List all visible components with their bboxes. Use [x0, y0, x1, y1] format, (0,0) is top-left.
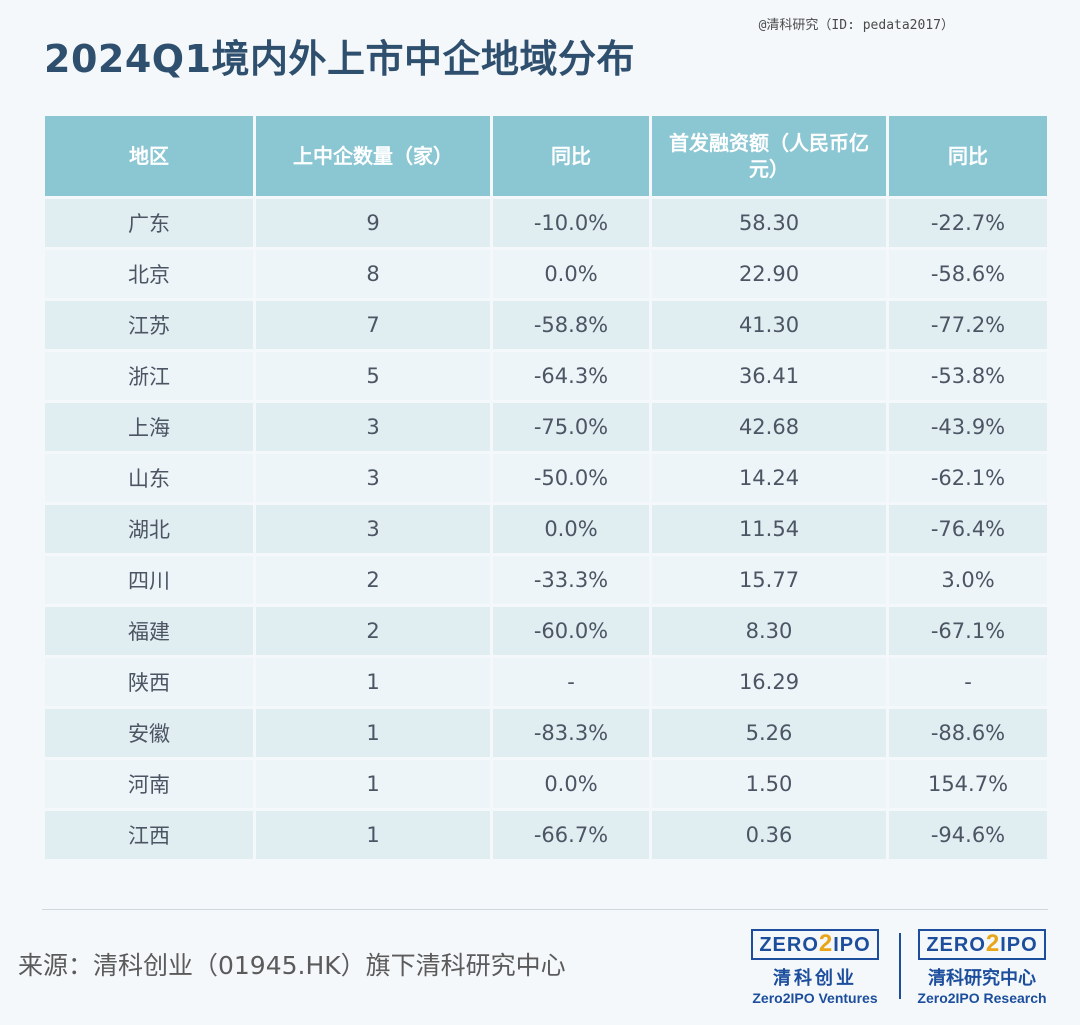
- logo-en-name: Zero2IPO Research: [917, 990, 1047, 1006]
- cell-yoy-count: -: [493, 658, 649, 706]
- cell-company-count: 3: [256, 505, 490, 553]
- cell-ipo-financing: 16.29: [652, 658, 886, 706]
- cell-yoy-count: 0.0%: [493, 505, 649, 553]
- cell-ipo-financing: 22.90: [652, 250, 886, 298]
- cell-yoy-financing: -94.6%: [889, 811, 1047, 859]
- cell-company-count: 8: [256, 250, 490, 298]
- table-row: 上海 3 -75.0% 42.68 -43.9%: [45, 403, 1047, 451]
- page-title: 2024Q1境内外上市中企地域分布: [44, 37, 636, 81]
- cell-ipo-financing: 36.41: [652, 352, 886, 400]
- cell-region: 福建: [45, 607, 253, 655]
- cell-yoy-financing: -: [889, 658, 1047, 706]
- table-row: 北京 8 0.0% 22.90 -58.6%: [45, 250, 1047, 298]
- logo-cn-name: 清科创业: [773, 968, 857, 989]
- cell-yoy-count: 0.0%: [493, 250, 649, 298]
- region-table: 地区 上中企数量（家） 同比 首发融资额（人民币亿元） 同比 广东 9 -10.0%…: [42, 113, 1050, 862]
- cell-ipo-financing: 15.77: [652, 556, 886, 604]
- cell-company-count: 1: [256, 658, 490, 706]
- table-row: 河南 1 0.0% 1.50 154.7%: [45, 760, 1047, 808]
- cell-ipo-financing: 11.54: [652, 505, 886, 553]
- col-header-region: 地区: [45, 116, 253, 196]
- cell-region: 河南: [45, 760, 253, 808]
- cell-company-count: 2: [256, 556, 490, 604]
- table-row: 广东 9 -10.0% 58.30 -22.7%: [45, 199, 1047, 247]
- col-header-yoy-financing: 同比: [889, 116, 1047, 196]
- table-row: 湖北 3 0.0% 11.54 -76.4%: [45, 505, 1047, 553]
- zero2ipo-ventures-logo: ZERO2IPO 清科创业 Zero2IPO Ventures: [745, 929, 885, 1006]
- cell-yoy-count: -10.0%: [493, 199, 649, 247]
- cell-yoy-financing: -62.1%: [889, 454, 1047, 502]
- logo-mark: ZERO2IPO: [918, 929, 1046, 960]
- cell-region: 陕西: [45, 658, 253, 706]
- cell-ipo-financing: 5.26: [652, 709, 886, 757]
- cell-company-count: 3: [256, 454, 490, 502]
- cell-company-count: 9: [256, 199, 490, 247]
- table-row: 山东 3 -50.0% 14.24 -62.1%: [45, 454, 1047, 502]
- cell-yoy-financing: 3.0%: [889, 556, 1047, 604]
- table-row: 四川 2 -33.3% 15.77 3.0%: [45, 556, 1047, 604]
- cell-region: 四川: [45, 556, 253, 604]
- cell-ipo-financing: 58.30: [652, 199, 886, 247]
- cell-region: 浙江: [45, 352, 253, 400]
- cell-yoy-financing: -43.9%: [889, 403, 1047, 451]
- divider: [42, 909, 1048, 910]
- table-row: 陕西 1-16.29-: [45, 658, 1047, 706]
- cell-yoy-financing: -76.4%: [889, 505, 1047, 553]
- cell-company-count: 5: [256, 352, 490, 400]
- cell-region: 上海: [45, 403, 253, 451]
- logo-cn-name: 清科研究中心: [928, 968, 1036, 989]
- cell-company-count: 2: [256, 607, 490, 655]
- col-header-ipo-financing: 首发融资额（人民币亿元）: [652, 116, 886, 196]
- cell-company-count: 3: [256, 403, 490, 451]
- logo-en-name: Zero2IPO Ventures: [752, 990, 878, 1006]
- cell-yoy-count: -75.0%: [493, 403, 649, 451]
- cell-yoy-financing: -58.6%: [889, 250, 1047, 298]
- cell-company-count: 7: [256, 301, 490, 349]
- cell-yoy-count: -64.3%: [493, 352, 649, 400]
- table-row: 浙江 5 -64.3% 36.41 -53.8%: [45, 352, 1047, 400]
- cell-yoy-count: -50.0%: [493, 454, 649, 502]
- cell-ipo-financing: 1.50: [652, 760, 886, 808]
- cell-yoy-financing: -22.7%: [889, 199, 1047, 247]
- table-row: 江西 1 -66.7% 0.36 -94.6%: [45, 811, 1047, 859]
- cell-yoy-count: -83.3%: [493, 709, 649, 757]
- cell-region: 广东: [45, 199, 253, 247]
- cell-ipo-financing: 14.24: [652, 454, 886, 502]
- cell-yoy-financing: 154.7%: [889, 760, 1047, 808]
- cell-yoy-financing: -53.8%: [889, 352, 1047, 400]
- table-body: 广东 9 -10.0% 58.30 -22.7% 北京 8 0.0% 22.90 -58.6% 江苏…: [45, 199, 1047, 859]
- cell-yoy-count: -60.0%: [493, 607, 649, 655]
- table-row: 安徽 1 -83.3% 5.26 -88.6%: [45, 709, 1047, 757]
- logo-mark: ZERO2IPO: [751, 929, 879, 960]
- cell-yoy-count: -58.8%: [493, 301, 649, 349]
- cell-ipo-financing: 8.30: [652, 607, 886, 655]
- cell-ipo-financing: 41.30: [652, 301, 886, 349]
- cell-company-count: 1: [256, 709, 490, 757]
- cell-region: 湖北: [45, 505, 253, 553]
- table-row: 福建 2 -60.0% 8.30 -67.1%: [45, 607, 1047, 655]
- cell-company-count: 1: [256, 760, 490, 808]
- cell-yoy-count: -66.7%: [493, 811, 649, 859]
- cell-yoy-financing: -88.6%: [889, 709, 1047, 757]
- logo-divider: [899, 933, 901, 999]
- source-note: 来源：清科创业（01945.HK）旗下清科研究中心: [18, 951, 566, 980]
- zero2ipo-research-logo: ZERO2IPO 清科研究中心 Zero2IPO Research: [913, 929, 1051, 1006]
- cell-ipo-financing: 0.36: [652, 811, 886, 859]
- cell-yoy-count: 0.0%: [493, 760, 649, 808]
- table-header-row: 地区 上中企数量（家） 同比 首发融资额（人民币亿元） 同比: [45, 116, 1047, 196]
- cell-region: 山东: [45, 454, 253, 502]
- cell-region: 北京: [45, 250, 253, 298]
- cell-yoy-financing: -67.1%: [889, 607, 1047, 655]
- cell-region: 安徽: [45, 709, 253, 757]
- table-row: 江苏 7 -58.8% 41.30 -77.2%: [45, 301, 1047, 349]
- cell-region: 江西: [45, 811, 253, 859]
- cell-yoy-count: -33.3%: [493, 556, 649, 604]
- col-header-yoy-count: 同比: [493, 116, 649, 196]
- cell-region: 江苏: [45, 301, 253, 349]
- cell-ipo-financing: 42.68: [652, 403, 886, 451]
- cell-company-count: 1: [256, 811, 490, 859]
- watermark: @清科研究（ID: pedata2017）: [758, 18, 954, 33]
- cell-yoy-financing: -77.2%: [889, 301, 1047, 349]
- col-header-company-count: 上中企数量（家）: [256, 116, 490, 196]
